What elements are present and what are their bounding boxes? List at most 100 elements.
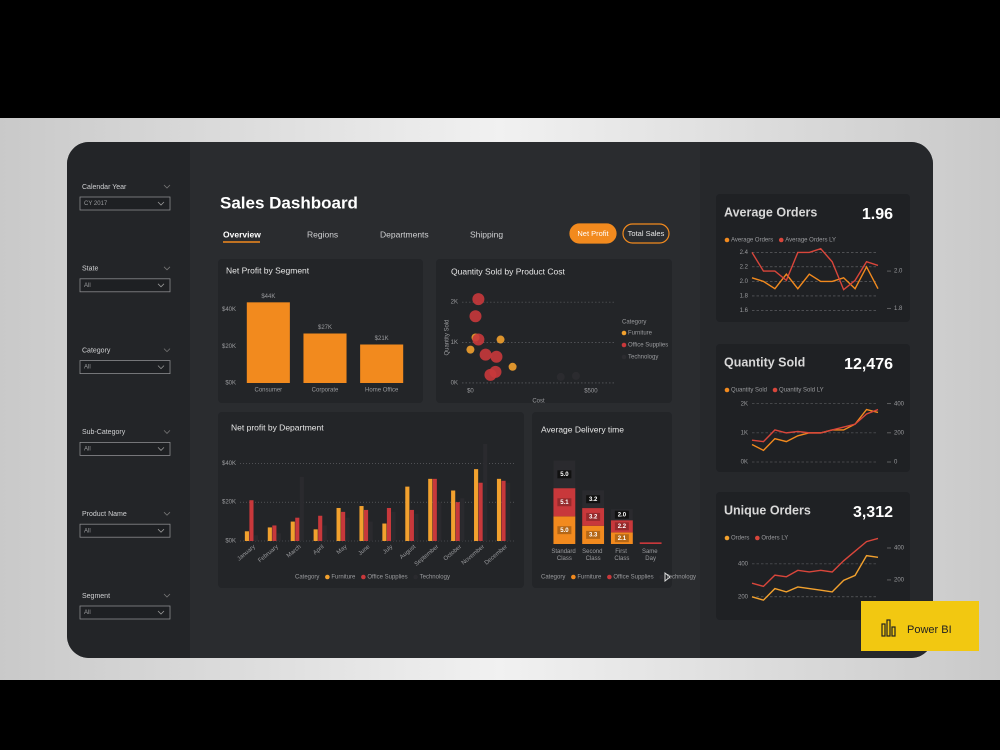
value-label: $21K — [375, 336, 389, 342]
card — [716, 194, 910, 322]
point — [479, 348, 492, 361]
bar — [386, 507, 392, 541]
line — [751, 265, 879, 290]
legend-label: Furniture — [628, 331, 653, 337]
value-label: $27K — [318, 325, 332, 331]
bar — [414, 513, 419, 541]
bar — [428, 478, 433, 541]
tab[interactable]: Shipping — [470, 229, 503, 239]
slicer-label: Sub-Category — [82, 429, 126, 436]
x-tick-label: Same Day — [642, 549, 659, 562]
card — [716, 492, 910, 620]
chevron — [163, 593, 171, 598]
bar-segment — [553, 516, 576, 544]
dropdown-value: All — [84, 283, 91, 289]
bar — [359, 506, 364, 541]
legend-swatch — [772, 387, 778, 393]
legend-label: Furniture — [577, 575, 602, 581]
y-tick-label: $20K — [222, 344, 236, 350]
point — [466, 345, 475, 354]
slicer-label: Category — [82, 347, 111, 354]
label-box — [586, 530, 601, 539]
kpi-value: 3,312 — [853, 504, 893, 521]
kpi-value: 12,476 — [844, 356, 893, 373]
legend-label: Average Orders LY — [785, 238, 836, 244]
label-box — [614, 522, 629, 531]
bar-segment — [610, 520, 633, 533]
bar — [336, 507, 341, 541]
badge-icon — [881, 619, 896, 637]
bar — [368, 521, 373, 541]
legend-swatch — [621, 354, 627, 360]
legend-label: Orders LY — [761, 536, 788, 542]
chevron — [157, 447, 165, 451]
y-axis-label: Quantity Sold — [445, 319, 451, 355]
bar — [253, 535, 259, 541]
legend-label: Office Supplies — [628, 343, 668, 349]
bar-segment — [610, 532, 633, 544]
value-label: 2.1 — [618, 536, 627, 542]
legend-label: Quantity Sold — [731, 388, 767, 394]
x-tick-label: First Class — [614, 549, 629, 562]
y-tick-label: $0K — [225, 539, 236, 545]
dropdown[interactable] — [79, 523, 171, 538]
bar-segment — [582, 525, 605, 544]
dropdown-value: All — [84, 610, 91, 616]
legend-label: Technology — [628, 355, 658, 361]
bar — [455, 502, 460, 541]
y2-tick-label: 400 — [894, 401, 905, 407]
bar — [363, 509, 369, 541]
dropdown[interactable] — [79, 605, 171, 620]
bar — [382, 523, 387, 541]
chevron — [157, 528, 165, 533]
legend-label: Technology — [666, 575, 696, 581]
y-tick-label: $20K — [222, 500, 236, 506]
dropdown[interactable] — [79, 196, 171, 211]
filter-pane — [67, 142, 190, 658]
value-label: 5.0 — [560, 528, 569, 534]
dropdown[interactable] — [79, 278, 171, 293]
label-box — [557, 498, 572, 507]
x-tick-label: $0 — [467, 389, 474, 395]
tab[interactable]: Overview — [223, 229, 261, 239]
x-tick-label: May — [336, 544, 349, 556]
value-label: 3.2 — [589, 497, 598, 503]
legend-label: Orders — [731, 536, 749, 542]
line — [751, 554, 879, 601]
legend-label: Office Supplies — [367, 575, 407, 581]
legend-title: Category — [295, 575, 319, 581]
dropdown[interactable] — [79, 441, 171, 456]
bar — [276, 533, 281, 541]
y-tick-label: 1.6 — [740, 308, 749, 314]
point — [556, 372, 565, 381]
value-label: 5.0 — [560, 472, 569, 478]
y-tick-label: 400 — [738, 561, 749, 567]
line — [751, 408, 879, 443]
point — [496, 335, 505, 344]
legend-swatch — [724, 387, 730, 393]
y-tick-label: 2K — [451, 300, 458, 306]
x-tick-label: Home Office — [365, 388, 399, 394]
line — [751, 537, 879, 588]
chevron — [163, 266, 171, 271]
bar — [506, 482, 511, 541]
bar — [474, 469, 479, 541]
chevron — [163, 511, 171, 516]
bar-segment — [553, 488, 576, 517]
dropdown[interactable] — [79, 360, 171, 375]
y-tick-label: 2.2 — [740, 264, 749, 270]
x-tick-label: July — [382, 544, 394, 555]
button[interactable] — [569, 223, 617, 244]
label-box — [586, 512, 601, 521]
kpi-title: Unique Orders — [724, 503, 811, 517]
kpi-title: Quantity Sold — [724, 355, 805, 369]
tab[interactable]: Departments — [380, 229, 429, 239]
bar — [272, 525, 277, 541]
button[interactable] — [622, 223, 670, 244]
tab[interactable]: Regions — [307, 229, 338, 239]
legend-swatch — [325, 574, 330, 580]
x-tick-label: Second Class — [582, 549, 604, 562]
next-arrow[interactable] — [664, 571, 671, 583]
bar — [318, 515, 323, 541]
button-label: Total Sales — [628, 229, 665, 238]
